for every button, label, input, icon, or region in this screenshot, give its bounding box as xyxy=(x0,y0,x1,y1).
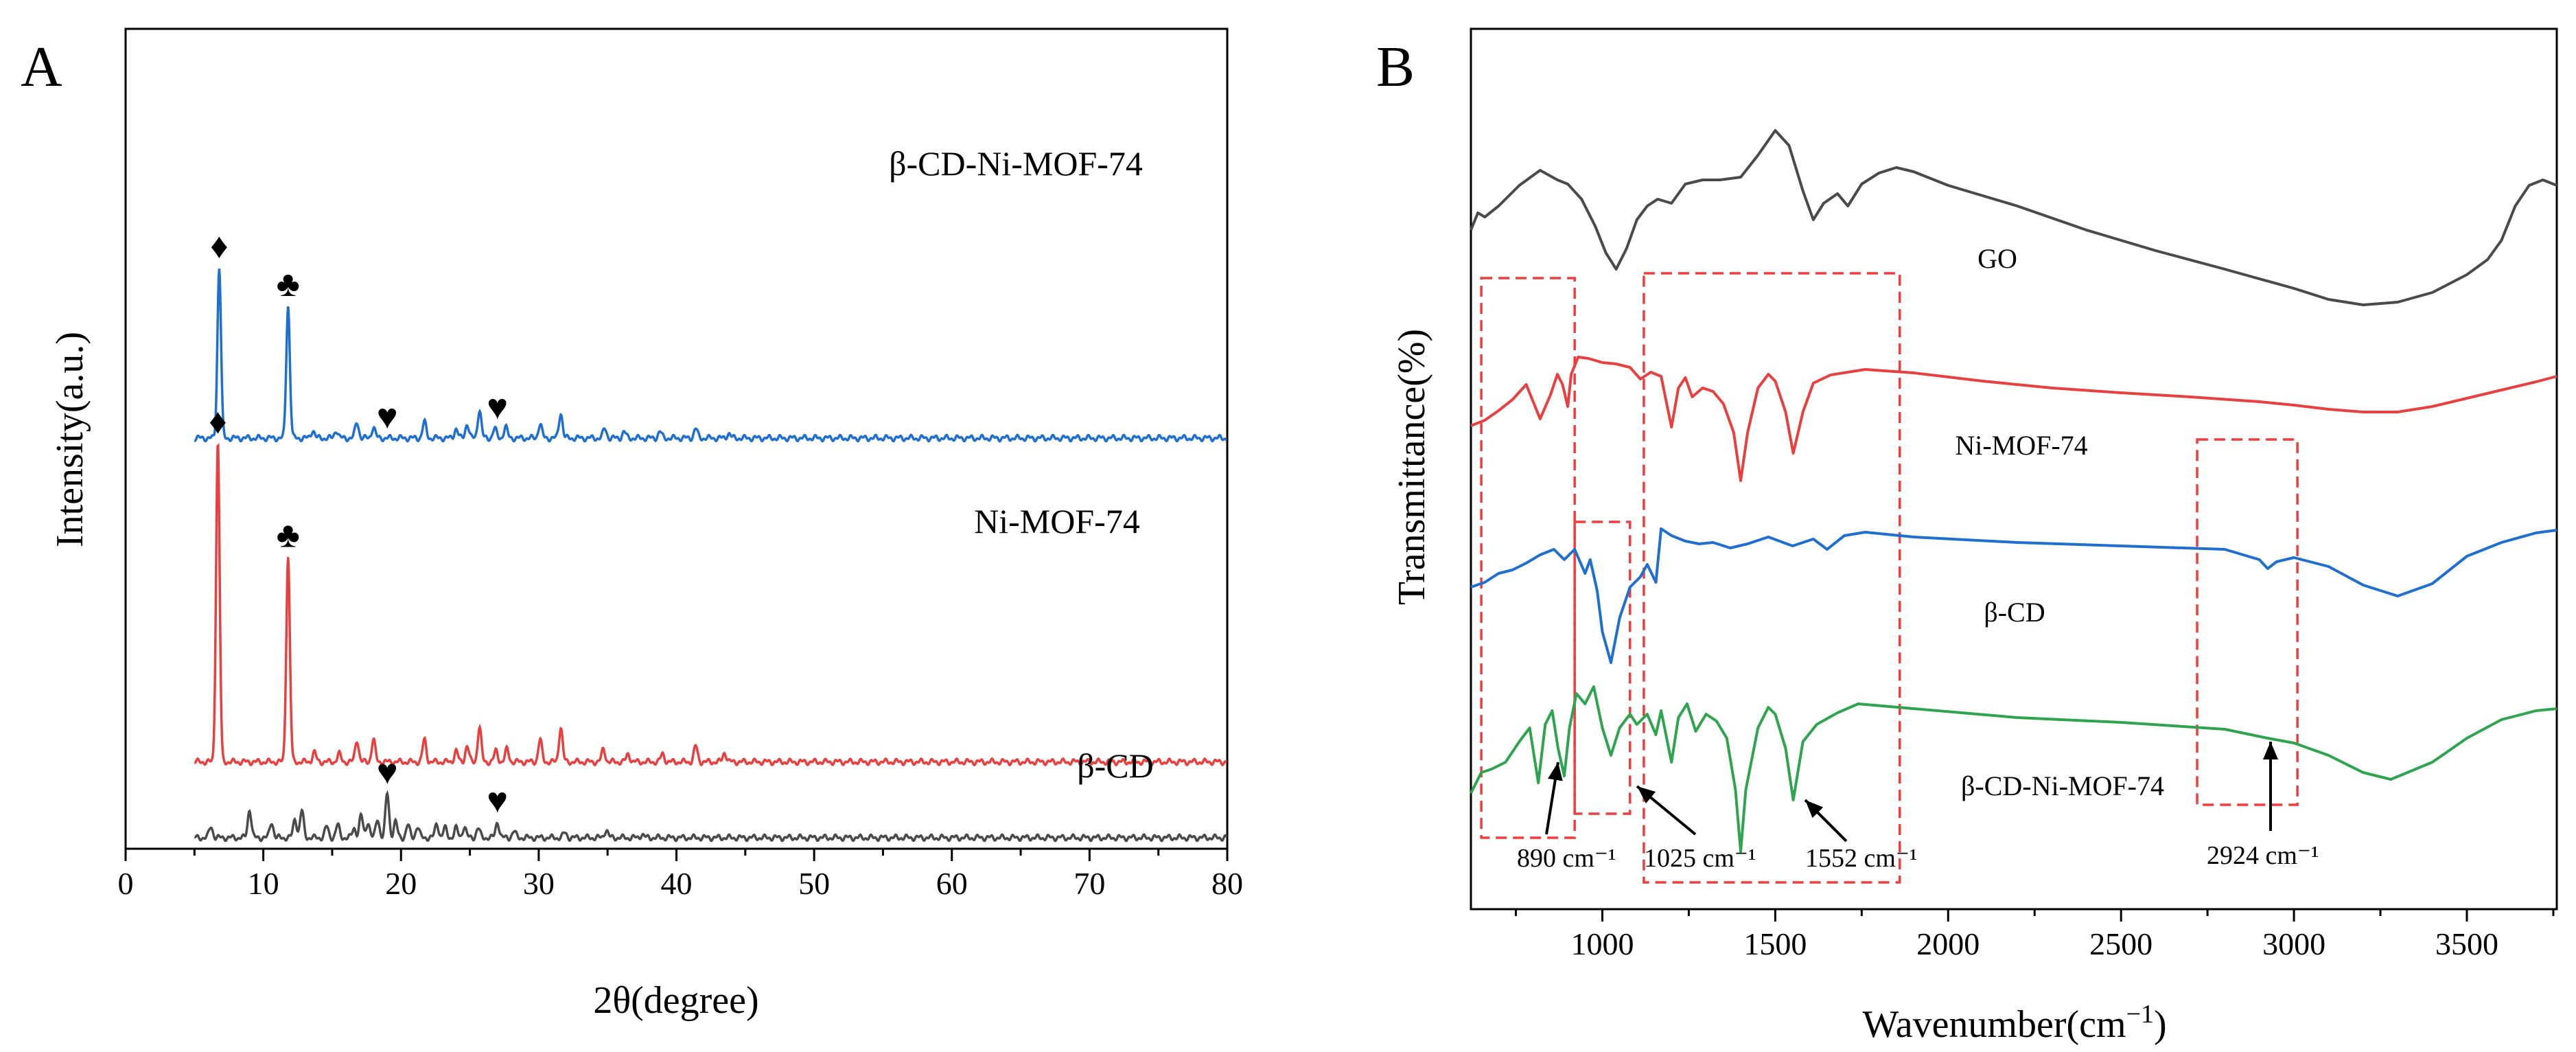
b-xtick-label-2000: 2000 xyxy=(1916,926,1980,961)
peak-marker-ni-mof-74-0: ♦ xyxy=(209,402,227,442)
panel-a-label: A xyxy=(21,35,62,99)
chart-b-xlabel-main: Wavenumber xyxy=(1862,1003,2066,1046)
b-xtick-label-3000: 3000 xyxy=(2262,926,2325,961)
ftir-line-ni-mof-74 xyxy=(1470,356,2557,482)
annotation-label-2924: 2924 cm⁻¹ xyxy=(2207,841,2319,870)
ftir-line-cd-ni-mof-74 xyxy=(1470,685,2557,853)
a-xtick-label-50: 50 xyxy=(798,866,830,901)
chart-a-xlabel: 2θ(degree) xyxy=(593,979,758,1022)
series-label-nimof: Ni-MOF-74 xyxy=(974,502,1140,540)
xrd-line-cd xyxy=(194,790,1228,843)
peak-marker-cd-ni-mof-74-3: ♥ xyxy=(487,388,508,427)
chart-b-xlabel-unit: (cm xyxy=(2067,1003,2126,1046)
chart-b-xlabel: Wavenumber(cm−1) xyxy=(1862,1000,2166,1046)
a-xtick-label-80: 80 xyxy=(1211,866,1243,901)
annotation-arrowhead-1552 xyxy=(1805,800,1824,819)
highlight-box-1 xyxy=(1573,521,1632,815)
xrd-line-cd-ni-mof-74 xyxy=(194,268,1228,443)
a-xtick-label-40: 40 xyxy=(661,866,693,901)
peak-marker-cd-ni-mof-74-2: ♥ xyxy=(377,398,398,437)
peak-marker-cd-1: ♥ xyxy=(487,781,508,821)
series-label-bcd-nimof-b: β-CD-Ni-MOF-74 xyxy=(1961,770,2164,801)
panel-b-label: B xyxy=(1376,35,1415,99)
chart-b: 1000 1500 2000 2500 3000 3500 890 cm⁻¹ 1025 cm… xyxy=(1391,27,2558,1046)
annotation-label-890: 890 cm⁻¹ xyxy=(1517,844,1616,873)
annotation-arrowhead-1025 xyxy=(1637,786,1656,804)
xrd-line-ni-mof-74 xyxy=(194,443,1227,767)
series-label-nimof-b: Ni-MOF-74 xyxy=(1955,430,2087,461)
ftir-line-cd xyxy=(1470,527,2557,664)
a-xtick-label-30: 30 xyxy=(523,866,555,901)
series-label-bcd-b: β-CD xyxy=(1984,597,2045,628)
highlight-box-3 xyxy=(2196,438,2299,806)
peak-marker-ni-mof-74-1: ♣ xyxy=(277,516,300,556)
a-xtick-label-20: 20 xyxy=(385,866,417,901)
peak-marker-cd-ni-mof-74-0: ♦ xyxy=(210,227,229,266)
ftir-line-go xyxy=(1470,129,2557,306)
b-xtick-label-1000: 1000 xyxy=(1570,926,1634,961)
peak-marker-cd-0: ♥ xyxy=(377,753,398,792)
chart-b-frame xyxy=(1470,27,2558,911)
annotation-label-1025: 1025 cm⁻¹ xyxy=(1644,844,1756,873)
series-label-go: GO xyxy=(1977,243,2017,274)
series-label-bcd: β-CD xyxy=(1077,746,1154,785)
chart-a-ylabel: Intensity(a.u.) xyxy=(49,332,91,547)
annotation-arrowhead-2924 xyxy=(2263,742,2278,759)
series-label-bcd-nimof: β-CD-Ni-MOF-74 xyxy=(889,144,1143,183)
chart-b-xlabel-close: ) xyxy=(2154,1003,2167,1046)
annotation-label-1552: 1552 cm⁻¹ xyxy=(1805,844,1917,873)
chart-a: ♦ ♣ ♥ ♥ ♦ ♣ ♥ ♥ 0 10 20 30 40 50 60 70 80 2θ(degree) In… xyxy=(49,27,1243,1022)
annotation-arrowhead-890 xyxy=(1547,762,1563,781)
chart-b-xlabel-exp: −1 xyxy=(2126,1000,2154,1029)
chart-b-ylabel: Transmittance(%) xyxy=(1391,329,1433,605)
a-xtick-label-0: 0 xyxy=(118,866,134,901)
a-xtick-label-60: 60 xyxy=(936,866,968,901)
a-xtick-label-70: 70 xyxy=(1074,866,1105,901)
highlight-box-2 xyxy=(1643,272,1901,884)
b-xtick-label-2500: 2500 xyxy=(2089,926,2153,961)
b-xtick-label-1500: 1500 xyxy=(1743,926,1807,961)
a-xtick-label-10: 10 xyxy=(248,866,279,901)
b-xtick-label-3500: 3500 xyxy=(2435,926,2498,961)
peak-marker-cd-ni-mof-74-1: ♣ xyxy=(277,265,300,304)
